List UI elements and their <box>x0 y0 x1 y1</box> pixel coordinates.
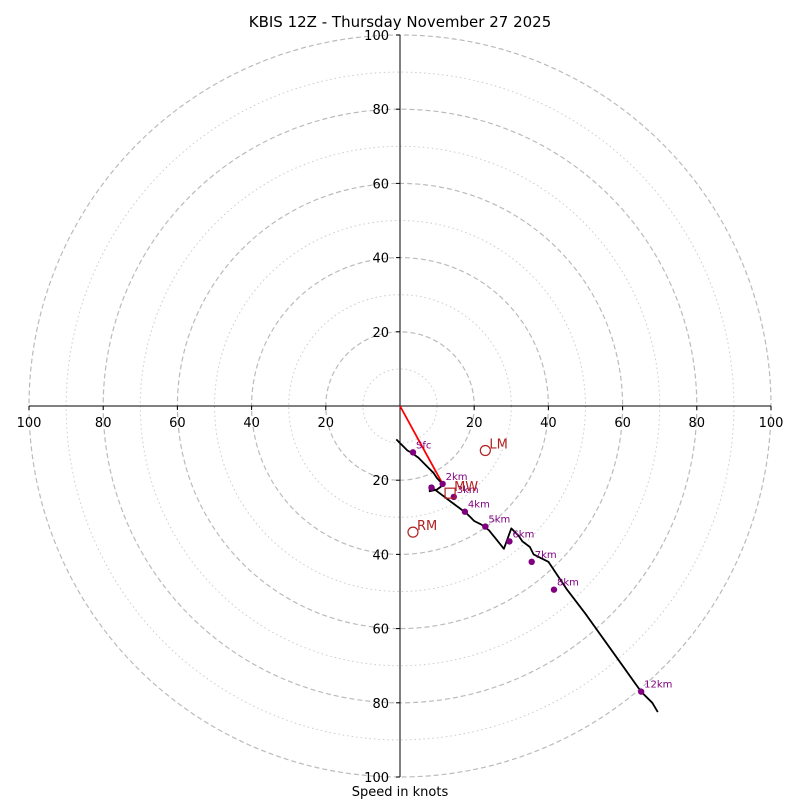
y-tick-label: 80 <box>372 697 389 712</box>
x-tick-label: 80 <box>95 416 112 431</box>
height-label: 2km <box>446 472 468 483</box>
y-tick-label: 100 <box>364 771 389 786</box>
height-point <box>428 484 435 491</box>
tick-labels: 100 80 60 40 20 20 40 60 80 100 100 80 60 40 20 20 40 60 8… <box>17 29 784 786</box>
chart-title: KBIS 12Z - Thursday November 27 2025 <box>249 13 552 31</box>
height-label: 4km <box>468 500 490 511</box>
height-label: 12km <box>644 680 672 691</box>
y-tick-label: 60 <box>372 623 389 638</box>
x-tick-label: 100 <box>17 416 42 431</box>
marker-rm <box>407 526 419 538</box>
y-tick-label: 40 <box>372 548 389 563</box>
x-tick-label: 60 <box>614 416 631 431</box>
height-label: 5km <box>488 515 510 526</box>
storm-motion-markers: LM MW RM <box>407 438 508 538</box>
height-label: 8km <box>557 578 579 589</box>
x-tick-label: 80 <box>689 416 706 431</box>
hodograph-series <box>395 405 659 713</box>
x-tick-label: 60 <box>169 416 186 431</box>
marker-label-rm: RM <box>417 519 437 534</box>
x-tick-label: 40 <box>243 416 260 431</box>
y-tick-label: 40 <box>372 252 389 267</box>
x-tick-label: 40 <box>540 416 557 431</box>
height-point <box>409 449 417 456</box>
marker-label-lm: LM <box>489 438 507 453</box>
height-point <box>439 480 446 488</box>
height-point <box>506 538 513 545</box>
marker-lm <box>479 444 491 457</box>
hodograph-trace <box>395 438 659 713</box>
height-label: 6km <box>512 529 534 540</box>
height-label: Sfc <box>416 440 431 451</box>
y-tick-label: 80 <box>372 103 389 118</box>
y-tick-label: 100 <box>364 29 389 44</box>
y-tick-label: 60 <box>372 177 389 192</box>
height-label: 7km <box>535 550 557 561</box>
y-tick-label: 20 <box>372 326 389 341</box>
height-label: 3km <box>457 485 479 496</box>
marker-label-mw: MW <box>454 480 478 495</box>
height-point <box>482 523 489 530</box>
storm-motion-line <box>399 405 444 485</box>
marker-mw <box>444 487 456 499</box>
height-point <box>461 508 469 515</box>
height-point <box>637 688 645 695</box>
x-tick-label: 100 <box>759 416 784 431</box>
x-tick-label: 20 <box>318 416 335 431</box>
height-point <box>528 558 535 566</box>
height-point <box>550 586 558 593</box>
x-tick-label: 20 <box>466 416 483 431</box>
x-axis-label: Speed in knots <box>352 785 449 800</box>
y-tick-label: 20 <box>372 474 389 489</box>
